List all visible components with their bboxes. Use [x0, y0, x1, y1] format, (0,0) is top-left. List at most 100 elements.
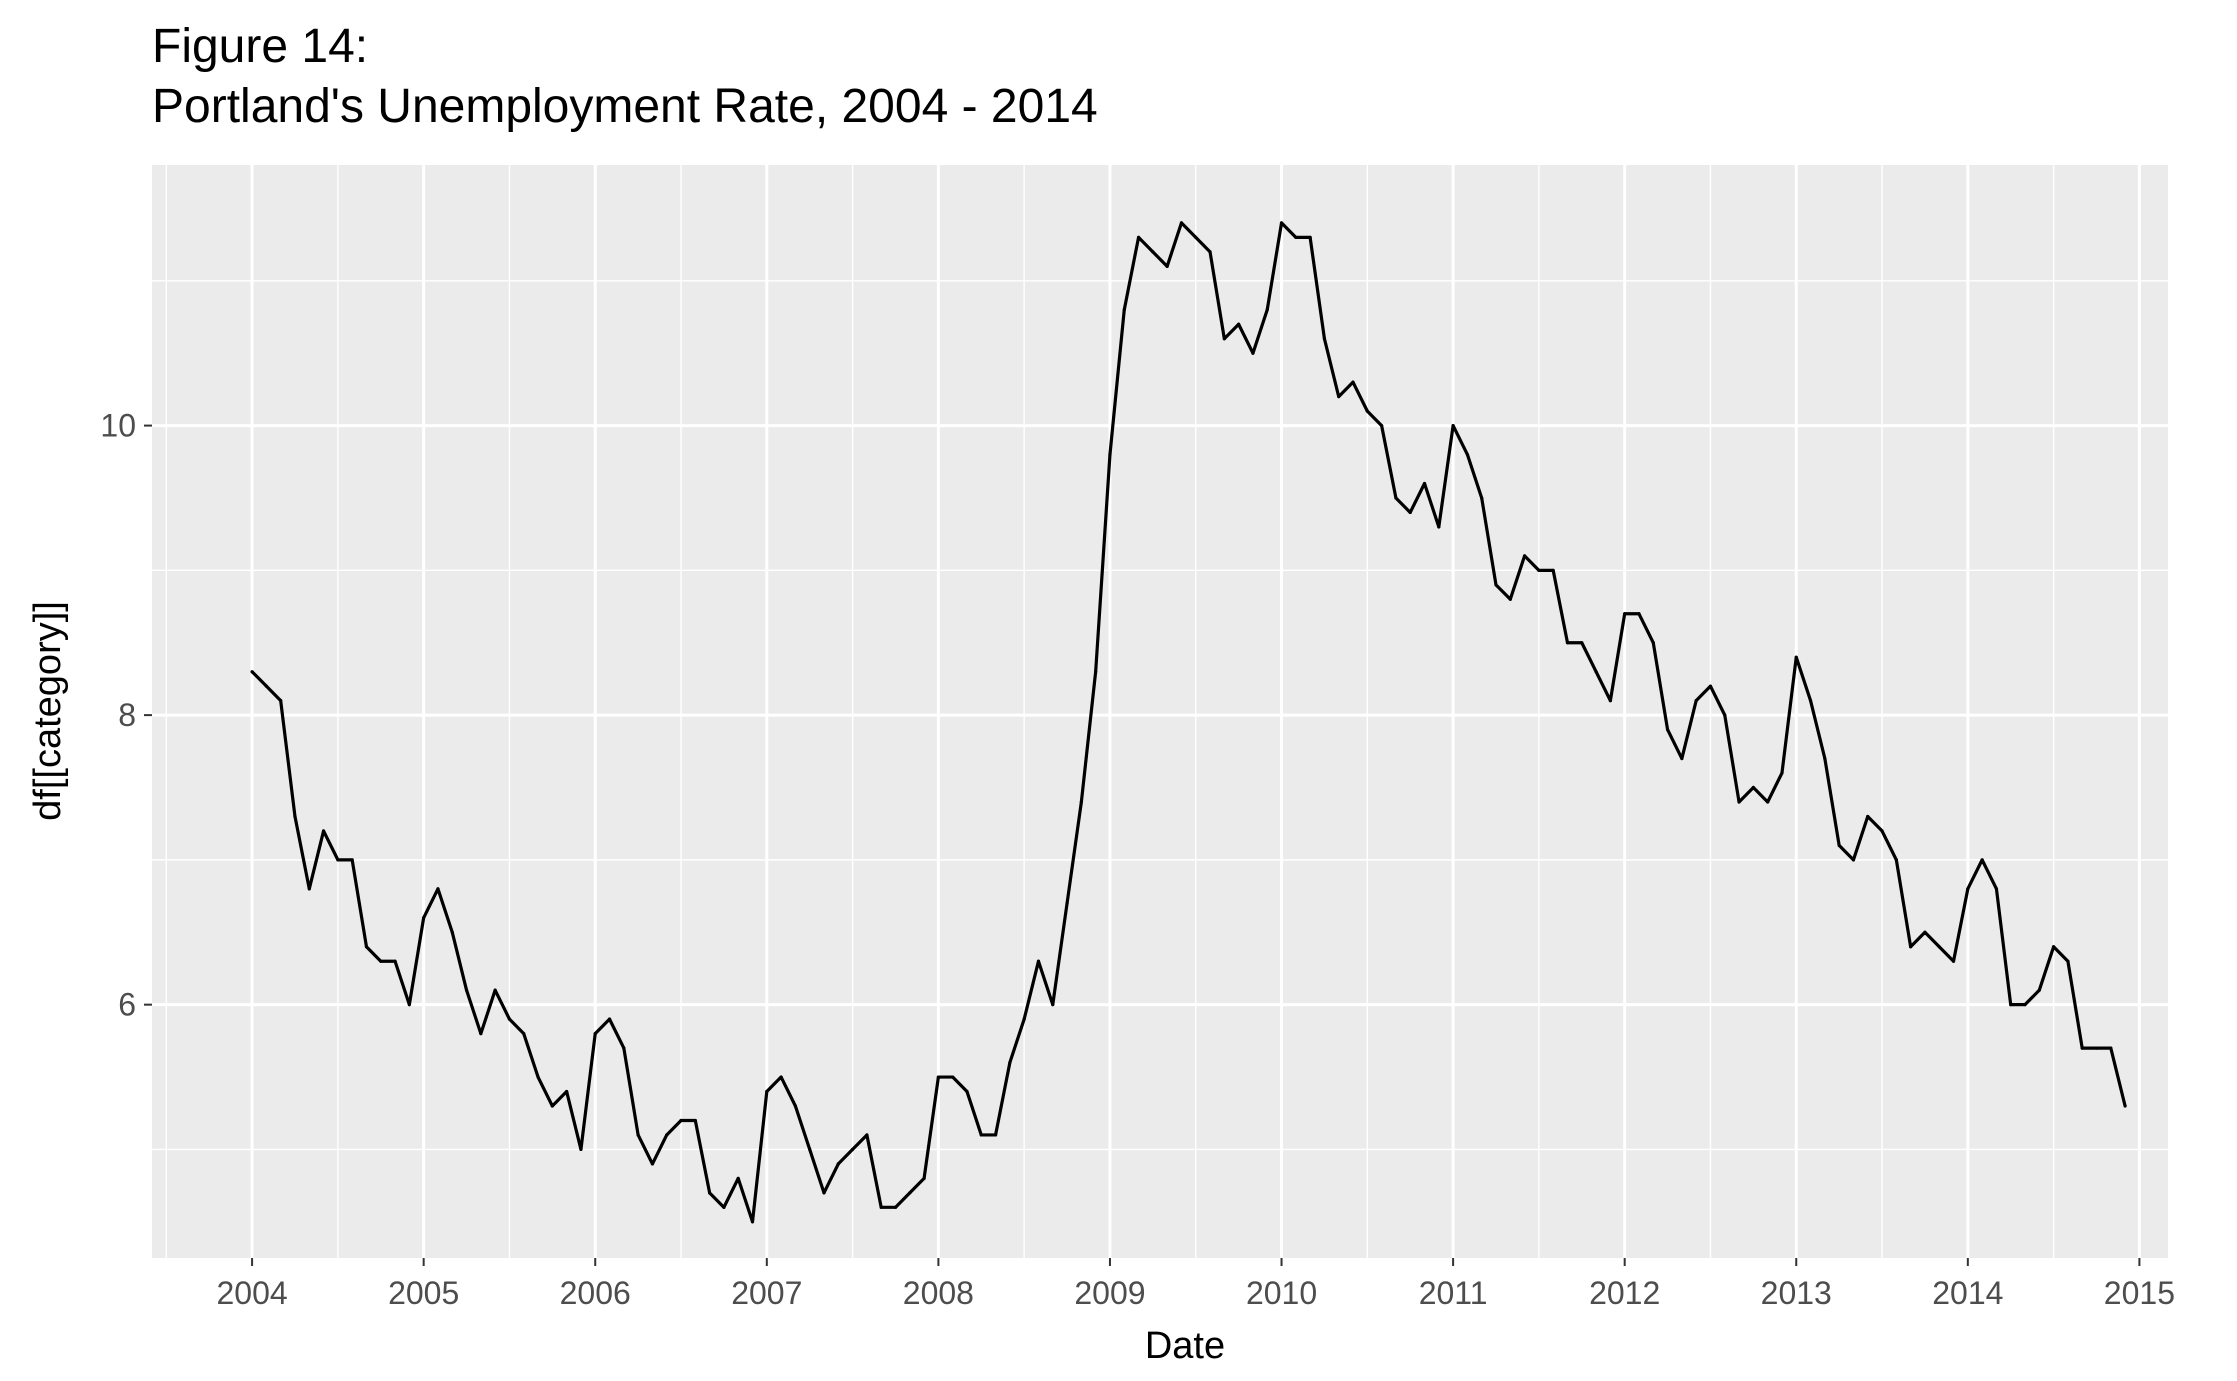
data-point — [2023, 1003, 2027, 1007]
data-points — [250, 221, 2127, 1224]
data-point — [1151, 250, 1155, 254]
data-point — [579, 1147, 583, 1152]
data-point — [536, 1075, 540, 1079]
data-point — [507, 1017, 512, 1021]
data-point — [1665, 728, 1670, 732]
x-tick-label: 2013 — [1761, 1275, 1832, 1311]
data-point — [779, 1075, 783, 1079]
data-point — [1265, 308, 1269, 312]
data-point — [636, 1133, 640, 1137]
data-point — [350, 858, 354, 862]
data-point — [479, 1032, 483, 1036]
data-point — [750, 1220, 755, 1224]
data-point — [1079, 800, 1083, 804]
data-point — [2080, 1046, 2084, 1050]
data-point — [1894, 858, 1898, 862]
data-point — [1980, 858, 1984, 862]
data-point — [836, 1162, 840, 1166]
data-point — [593, 1032, 597, 1036]
data-point — [307, 887, 311, 891]
data-point — [2037, 988, 2041, 992]
data-point — [2052, 945, 2056, 949]
y-axis-title: df[[category]] — [27, 601, 69, 821]
data-point — [1880, 829, 1884, 833]
data-point — [679, 1118, 683, 1123]
data-point — [1022, 1017, 1026, 1021]
data-point — [693, 1118, 697, 1123]
data-point — [865, 1133, 869, 1137]
data-point — [736, 1176, 740, 1180]
data-point — [879, 1205, 883, 1209]
data-point — [2066, 959, 2070, 963]
data-point — [250, 670, 254, 674]
data-point — [1122, 308, 1126, 312]
data-point — [2109, 1046, 2113, 1050]
data-point — [2094, 1046, 2099, 1050]
data-point — [1194, 235, 1198, 239]
data-point — [1508, 597, 1512, 601]
x-tick-label: 2010 — [1246, 1275, 1317, 1311]
data-point — [407, 1003, 411, 1007]
title-line-2: Portland's Unemployment Rate, 2004 - 201… — [152, 80, 1098, 133]
data-point — [1394, 496, 1398, 500]
x-axis: 2004 2005 2006 2007 2008 2009 2010 2011 2012 2013… — [216, 1258, 2175, 1311]
data-point — [1694, 699, 1698, 703]
data-point — [1222, 337, 1226, 341]
data-point — [264, 684, 268, 688]
data-point — [808, 1147, 812, 1152]
data-point — [550, 1104, 554, 1108]
data-point — [464, 988, 469, 992]
y-axis: 6 8 10 — [100, 408, 152, 1023]
data-point — [1322, 337, 1327, 341]
data-point — [951, 1075, 955, 1079]
data-point — [293, 814, 297, 819]
data-point — [321, 829, 326, 833]
y-tick-label: 6 — [118, 987, 136, 1023]
data-point — [1580, 641, 1584, 645]
data-point — [364, 945, 369, 949]
data-point — [722, 1205, 726, 1209]
data-point — [1737, 800, 1741, 804]
data-point — [1623, 612, 1627, 616]
x-tick-label: 2005 — [388, 1275, 459, 1311]
data-point — [851, 1147, 855, 1152]
data-point — [1465, 452, 1469, 457]
series-line-unemployment — [250, 221, 2127, 1224]
data-point — [1351, 380, 1355, 384]
data-point — [1494, 583, 1498, 587]
data-point — [993, 1133, 998, 1137]
x-tick-label: 2007 — [731, 1275, 802, 1311]
data-point — [1094, 670, 1098, 674]
data-point — [1065, 901, 1069, 905]
data-point — [1036, 959, 1041, 963]
data-point — [1937, 945, 1941, 949]
data-point — [1537, 568, 1541, 572]
data-point — [1851, 858, 1856, 862]
data-point — [1008, 1060, 1012, 1065]
data-point — [822, 1191, 826, 1195]
data-point — [1251, 351, 1255, 355]
data-point — [1136, 235, 1141, 239]
data-point — [1279, 221, 1284, 225]
chart-title: Figure 14: Portland's Unemployment Rate,… — [152, 20, 1098, 133]
title-line-1: Figure 14: — [152, 20, 368, 73]
data-point — [1751, 785, 1755, 790]
data-point — [1794, 655, 1798, 659]
data-point — [979, 1133, 983, 1137]
data-point — [936, 1075, 940, 1079]
data-point — [622, 1046, 626, 1050]
data-point — [1723, 713, 1727, 717]
data-point — [1294, 235, 1298, 239]
data-point — [1651, 641, 1655, 645]
data-point — [665, 1133, 669, 1137]
data-point — [1365, 409, 1369, 413]
data-point — [1051, 1003, 1055, 1007]
data-point — [1237, 322, 1241, 326]
data-point — [1866, 814, 1870, 819]
data-point — [1837, 843, 1841, 848]
data-point — [1780, 771, 1784, 775]
data-point — [1909, 945, 1913, 949]
data-point — [1808, 699, 1813, 703]
data-point — [1337, 395, 1341, 399]
data-point — [765, 1089, 769, 1094]
